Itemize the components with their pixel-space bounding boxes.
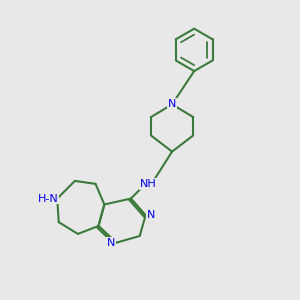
Text: H-N: H-N: [38, 194, 58, 204]
Text: N: N: [107, 238, 115, 248]
Text: N: N: [147, 210, 155, 220]
Text: NH: NH: [140, 179, 157, 189]
Text: N: N: [168, 99, 176, 110]
